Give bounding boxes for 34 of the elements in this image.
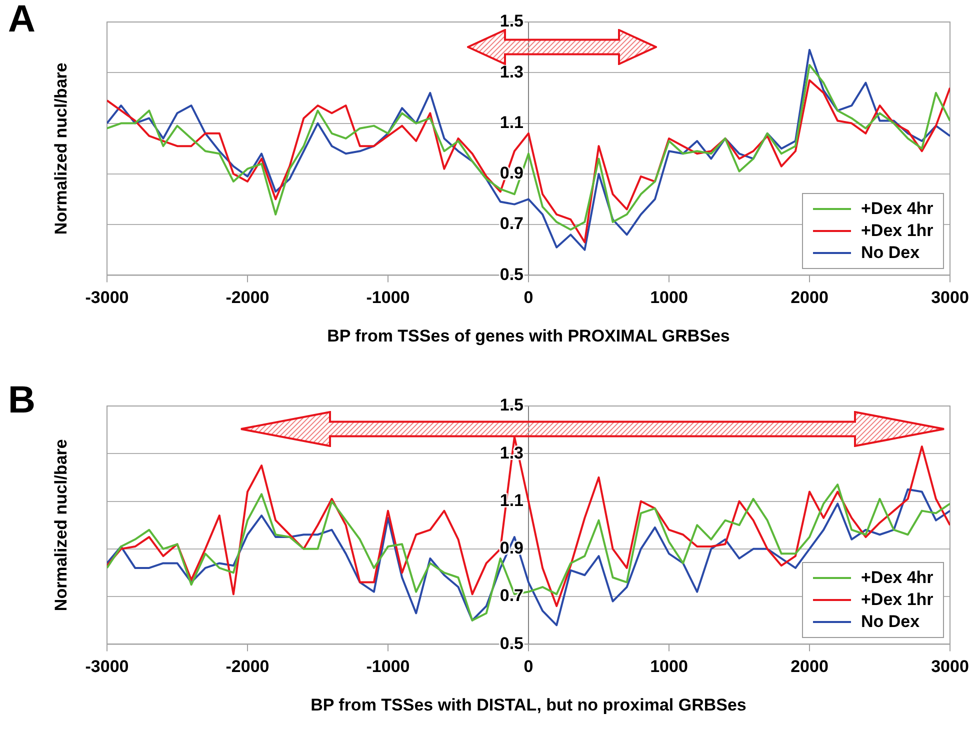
x-tick-label: 2000 (790, 657, 828, 676)
x-tick-label: 3000 (931, 288, 969, 308)
x-tick-label: -1000 (366, 657, 410, 676)
x-tick-label: 1000 (650, 657, 688, 676)
x-axis-title: BP from TSSes of genes with PROXIMAL GRBSes (327, 326, 730, 346)
y-tick-label: 0.5 (500, 634, 524, 653)
x-axis-title: BP from TSSes with DISTAL, but no proximal GRBSes (310, 695, 746, 714)
y-axis-title: Normalized nucl/bare (52, 62, 71, 235)
legend-label: No Dex (861, 243, 920, 264)
y-tick-label: 1.5 (500, 12, 524, 31)
x-tick-label: 2000 (790, 288, 828, 308)
chart-title: A (8, 0, 36, 40)
y-tick-label: 1.5 (500, 396, 524, 415)
x-tick-label: 1000 (650, 288, 688, 308)
legend-label: No Dex (861, 612, 920, 632)
x-tick-label: 0 (524, 288, 534, 308)
y-axis-title: Normalized nucl/bare (52, 439, 71, 612)
y-tick-label: 1.1 (500, 112, 524, 132)
legend-label: +Dex 4hr (861, 199, 934, 220)
y-tick-label: 0.5 (500, 264, 524, 284)
x-tick-label: 3000 (931, 657, 969, 676)
y-tick-label: 0.7 (500, 214, 524, 234)
legend-label: +Dex 1hr (861, 221, 934, 242)
x-tick-label: -3000 (85, 288, 129, 308)
x-tick-label: -3000 (85, 657, 129, 676)
x-tick-label: -2000 (226, 657, 270, 676)
x-tick-label: -2000 (226, 288, 270, 308)
y-tick-label: 1.3 (500, 62, 524, 82)
legend-label: +Dex 4hr (861, 568, 934, 588)
x-tick-label: 0 (524, 657, 534, 676)
chart-title: B (8, 379, 36, 422)
y-tick-label: 0.7 (500, 586, 524, 606)
x-tick-label: -1000 (366, 288, 410, 308)
legend-label: +Dex 1hr (861, 590, 934, 610)
